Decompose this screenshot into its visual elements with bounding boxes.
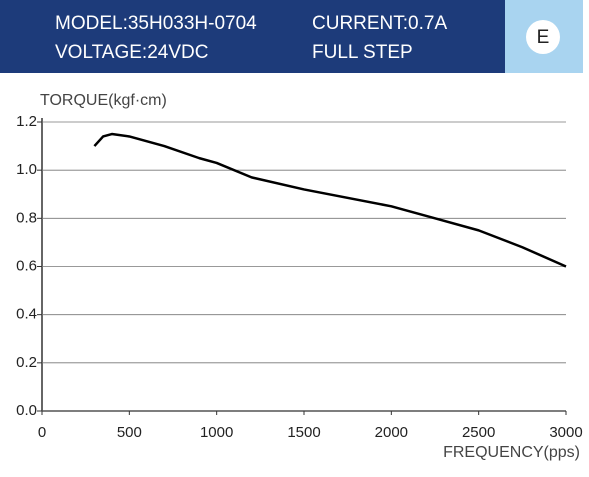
x-tick-label: 3000 [549,424,582,441]
x-tick-label: 1500 [287,424,320,441]
torque-curve [93,132,567,268]
x-tick-label: 500 [117,424,142,441]
header-band [0,0,505,73]
y-tick-label: 0.0 [16,402,37,419]
y-tick-label: 1.2 [16,113,37,130]
y-tick-label: 0.2 [16,354,37,371]
y-axis-label: TORQUE(kgf·cm) [40,92,167,109]
badge-circle [526,20,560,54]
x-tick-label: 0 [38,424,46,441]
x-tick-label: 2500 [462,424,495,441]
x-axis-label: FREQUENCY(pps) [443,444,580,461]
voltage: VOLTAGE:24VDC [55,42,208,63]
model: MODEL:35H033H-0704 [55,13,257,34]
step: FULL STEP [312,42,413,63]
current: CURRENT:0.7A [312,13,447,34]
y-tick-label: 0.6 [16,257,37,274]
y-tick-label: 1.0 [16,161,37,178]
badge: E [537,27,550,48]
y-tick-label: 0.8 [16,209,37,226]
y-tick-label: 0.4 [16,306,37,323]
x-tick-label: 1000 [200,424,233,441]
x-tick-label: 2000 [375,424,408,441]
